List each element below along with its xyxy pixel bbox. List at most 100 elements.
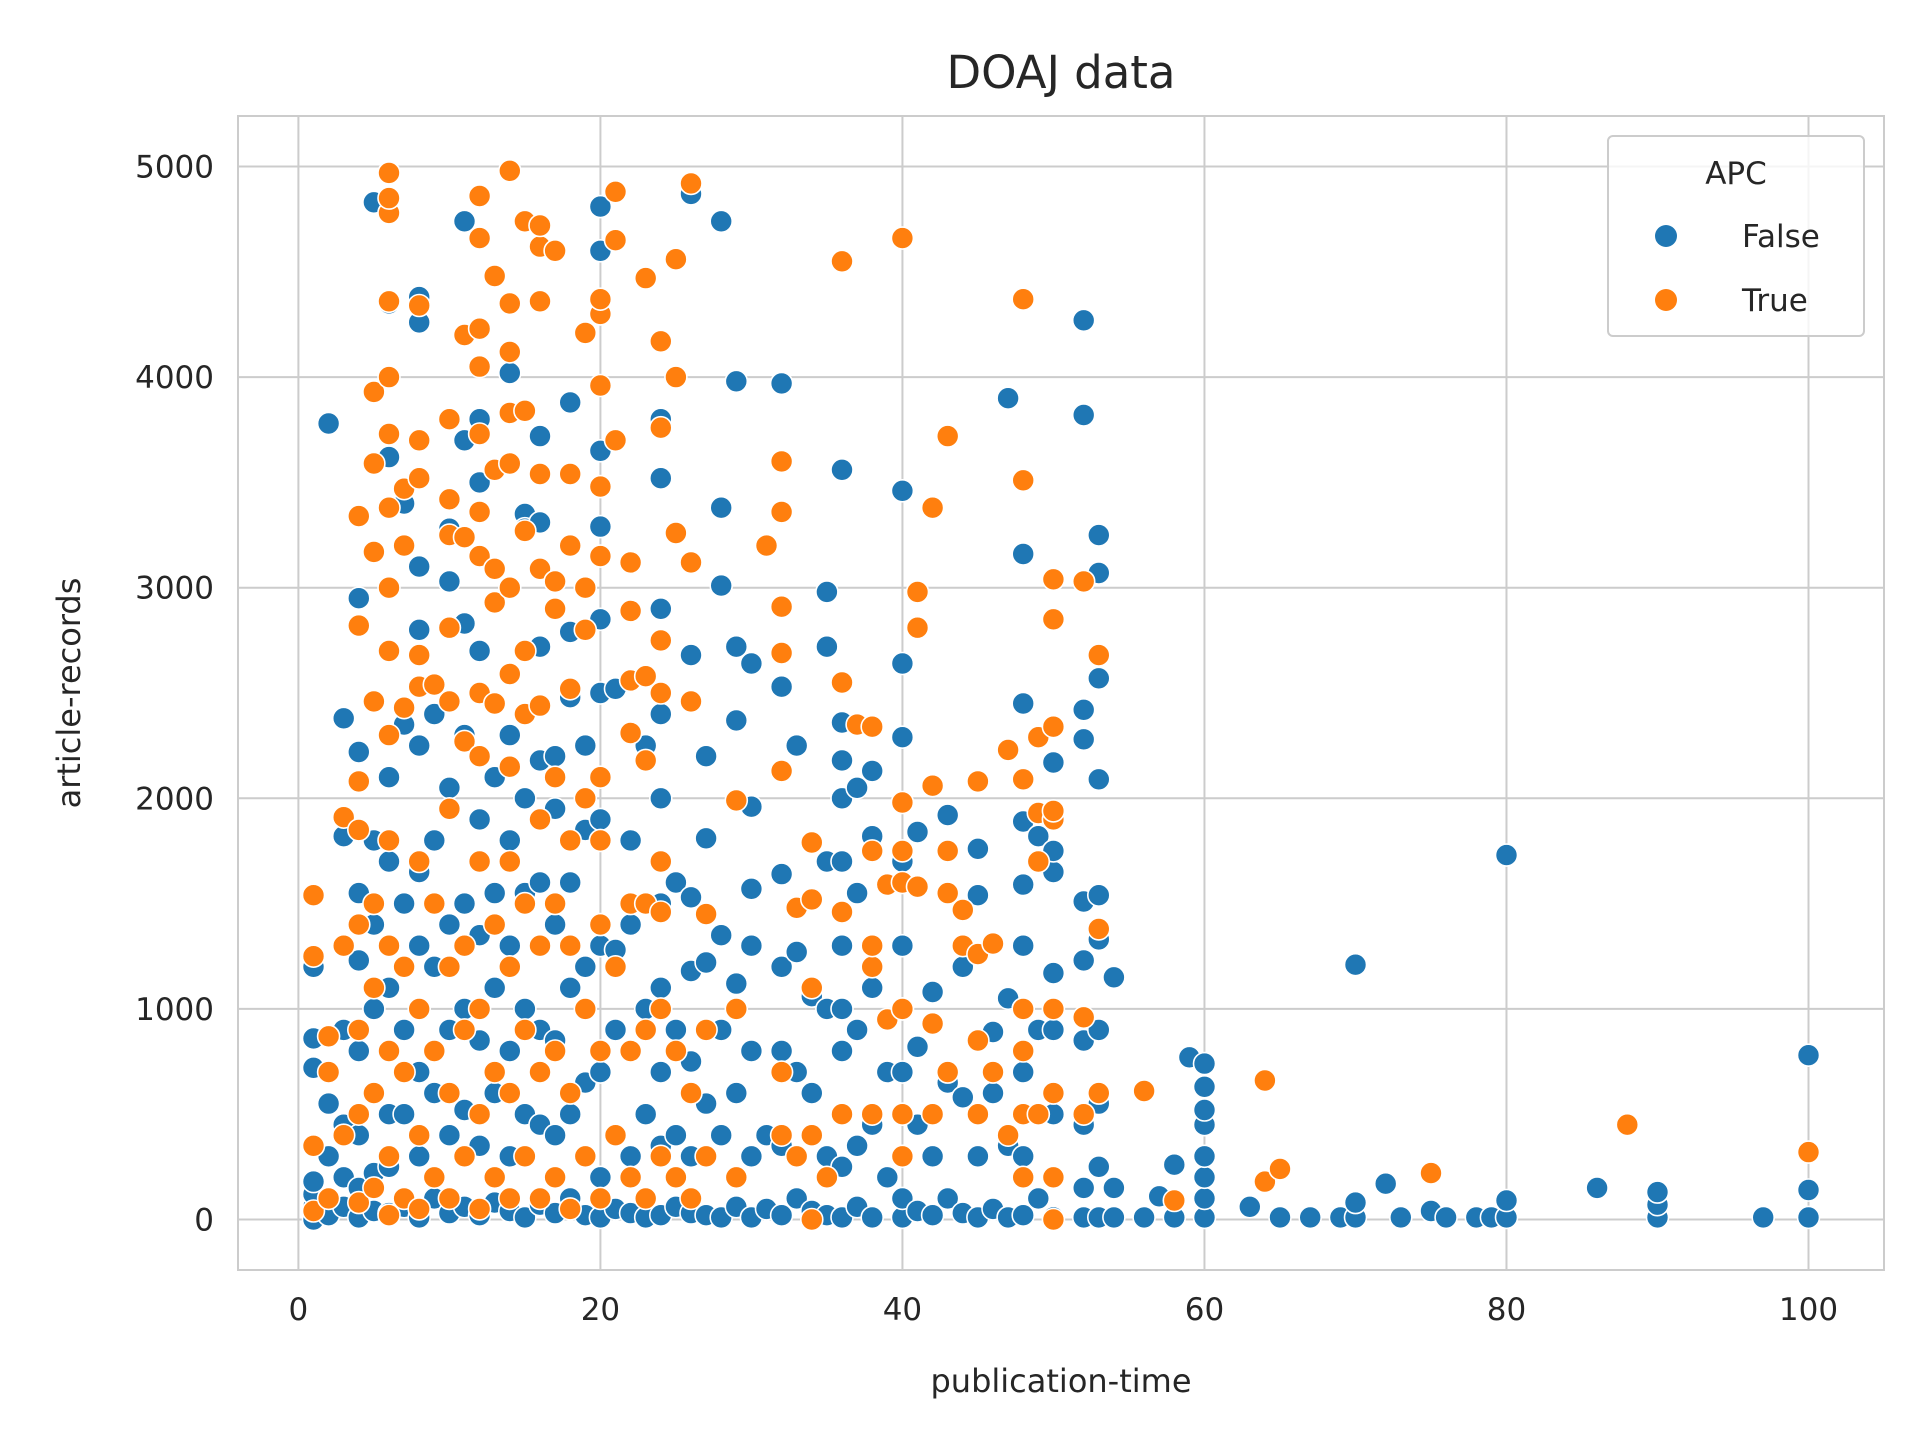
data-point bbox=[996, 386, 1020, 411]
data-point bbox=[1268, 1205, 1292, 1230]
data-point bbox=[558, 533, 583, 558]
data-point bbox=[377, 289, 401, 314]
data-point bbox=[845, 881, 869, 905]
data-point bbox=[543, 239, 567, 263]
data-point bbox=[664, 1123, 688, 1147]
data-point bbox=[664, 1165, 688, 1190]
data-point bbox=[724, 997, 749, 1021]
data-point bbox=[346, 1018, 371, 1042]
data-point bbox=[966, 1102, 990, 1126]
data-point bbox=[784, 940, 809, 964]
data-point bbox=[694, 1018, 718, 1042]
data-point bbox=[694, 902, 718, 926]
data-point bbox=[316, 411, 341, 436]
data-point bbox=[981, 931, 1005, 956]
data-point bbox=[664, 247, 688, 272]
data-point bbox=[860, 759, 885, 783]
data-point bbox=[920, 1203, 945, 1227]
data-point bbox=[407, 733, 432, 758]
data-point bbox=[482, 912, 507, 937]
data-point bbox=[316, 1024, 341, 1049]
data-point bbox=[407, 1197, 432, 1221]
data-point bbox=[377, 849, 401, 874]
data-point bbox=[573, 1144, 598, 1169]
data-point bbox=[1102, 965, 1126, 990]
data-point bbox=[452, 1144, 477, 1169]
data-point bbox=[920, 495, 945, 520]
data-point bbox=[679, 171, 703, 196]
data-point bbox=[437, 407, 462, 432]
legend-label-false: False bbox=[1742, 219, 1820, 255]
data-point bbox=[920, 1102, 945, 1126]
data-point bbox=[482, 1060, 507, 1084]
data-point bbox=[860, 1205, 885, 1230]
data-point bbox=[377, 161, 401, 185]
legend-marker-false bbox=[1655, 225, 1677, 247]
data-point bbox=[558, 828, 583, 853]
data-point bbox=[301, 1169, 326, 1194]
data-point bbox=[437, 1123, 462, 1147]
data-point bbox=[648, 975, 673, 1000]
data-point bbox=[316, 1186, 341, 1211]
data-point bbox=[497, 451, 522, 476]
data-point bbox=[588, 828, 613, 853]
data-point bbox=[588, 514, 613, 539]
data-point bbox=[422, 828, 447, 853]
data-point bbox=[1192, 1144, 1217, 1169]
data-point bbox=[467, 1197, 492, 1221]
legend-title: APC bbox=[1705, 156, 1767, 192]
data-point bbox=[648, 900, 673, 924]
data-point bbox=[437, 487, 462, 512]
data-point bbox=[799, 975, 824, 1000]
data-point bbox=[618, 550, 643, 575]
data-point bbox=[452, 891, 477, 916]
data-point bbox=[890, 1102, 915, 1126]
data-point bbox=[558, 975, 583, 1000]
data-point bbox=[407, 933, 432, 958]
data-point bbox=[769, 371, 794, 396]
legend-marker-true bbox=[1655, 289, 1677, 311]
data-point bbox=[467, 422, 492, 446]
data-point bbox=[1238, 1195, 1262, 1219]
data-point bbox=[482, 590, 507, 615]
data-point bbox=[1011, 872, 1036, 897]
data-point bbox=[437, 569, 462, 594]
data-point bbox=[1087, 1081, 1111, 1105]
plot-frame bbox=[237, 115, 1885, 1271]
data-point bbox=[1253, 1169, 1277, 1194]
data-point bbox=[830, 1039, 854, 1063]
data-point bbox=[769, 1060, 794, 1084]
data-point bbox=[467, 807, 492, 832]
data-point bbox=[588, 1039, 613, 1063]
data-point bbox=[497, 662, 522, 686]
data-point bbox=[588, 373, 613, 398]
data-point bbox=[497, 933, 522, 958]
data-point bbox=[1268, 1157, 1292, 1181]
data-point bbox=[362, 380, 386, 404]
data-point bbox=[679, 1186, 703, 1211]
y-tick-label: 2000 bbox=[135, 781, 214, 817]
data-point bbox=[407, 1144, 432, 1169]
data-point bbox=[377, 1144, 401, 1169]
data-point bbox=[633, 748, 658, 773]
legend-box bbox=[1607, 135, 1865, 337]
data-point bbox=[377, 639, 401, 663]
data-point bbox=[830, 748, 854, 773]
data-point bbox=[618, 912, 643, 937]
chart-title: DOAJ data bbox=[947, 46, 1176, 99]
data-point bbox=[724, 634, 749, 659]
data-point bbox=[528, 289, 552, 314]
data-point bbox=[1026, 1102, 1051, 1126]
data-point bbox=[1102, 1176, 1126, 1200]
data-point bbox=[407, 643, 432, 667]
data-point bbox=[558, 870, 583, 895]
data-point bbox=[1796, 1205, 1821, 1230]
data-point bbox=[392, 891, 416, 916]
data-point bbox=[694, 1144, 718, 1169]
data-point bbox=[618, 1165, 643, 1190]
data-point bbox=[935, 803, 960, 827]
x-tick-label: 60 bbox=[1185, 1292, 1224, 1328]
data-point bbox=[769, 759, 794, 783]
data-point bbox=[497, 849, 522, 874]
data-point bbox=[497, 159, 522, 183]
